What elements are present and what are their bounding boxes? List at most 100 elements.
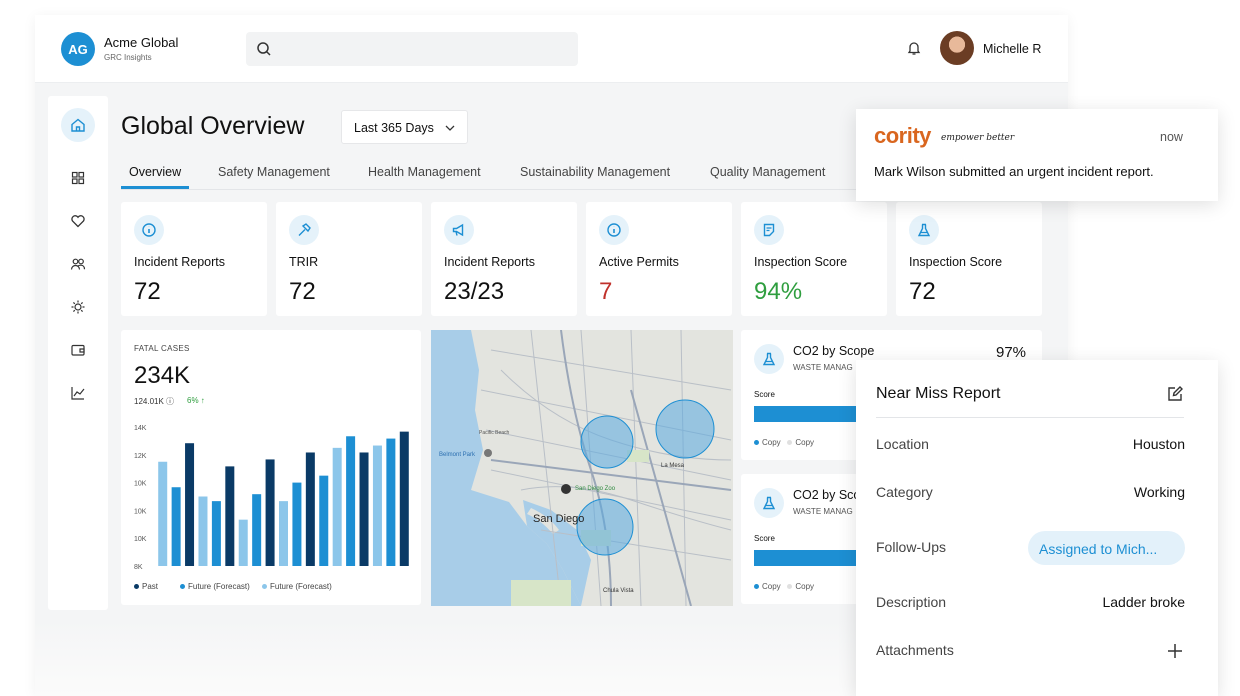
chart-bar[interactable] bbox=[346, 436, 356, 566]
card-legend: Copy Copy bbox=[754, 438, 814, 447]
tab-health-management[interactable]: Health Management bbox=[368, 165, 481, 179]
near-miss-report-panel: Near Miss Report Location Houston Catego… bbox=[856, 360, 1218, 696]
chart-bar[interactable] bbox=[211, 501, 221, 566]
search-icon bbox=[257, 42, 271, 56]
stat-label: Incident Reports bbox=[134, 255, 226, 269]
edit-icon[interactable] bbox=[1166, 385, 1184, 403]
top-bar: AG Acme Global GRC Insights Michelle R bbox=[35, 15, 1068, 83]
date-range-select[interactable]: Last 365 Days bbox=[341, 110, 468, 144]
tab-overview[interactable]: Overview bbox=[129, 165, 182, 179]
stat-value: 23/23 bbox=[444, 278, 505, 305]
hammer-icon bbox=[298, 223, 311, 236]
incident-map[interactable]: San Diego Belmont Park San Diego Zoo La … bbox=[431, 330, 733, 606]
notification-toast[interactable]: cority empower better now Mark Wilson su… bbox=[856, 109, 1218, 201]
chart-bar[interactable] bbox=[185, 443, 195, 566]
chart-title: FATAL CASES bbox=[134, 344, 190, 353]
map-label-belmont: Belmont Park bbox=[439, 452, 476, 458]
stat-card-trir[interactable]: TRIR 72 bbox=[276, 202, 422, 316]
stat-value: 72 bbox=[289, 278, 316, 305]
chart-bar[interactable] bbox=[386, 438, 396, 566]
wallet-icon[interactable] bbox=[70, 342, 86, 358]
map-label-city: San Diego bbox=[533, 513, 585, 525]
y-tick-label: 10K bbox=[134, 481, 147, 488]
followups-label: Follow-Ups bbox=[876, 539, 947, 555]
people-icon[interactable] bbox=[70, 256, 86, 272]
chart-subvalue: 124.01K ⓘ bbox=[134, 397, 175, 406]
fatal-cases-chart-panel: FATAL CASES 234K 124.01K ⓘ 6% ↑ 14K 12K 10… bbox=[121, 330, 421, 605]
description-label: Description bbox=[876, 594, 947, 610]
flask-icon bbox=[917, 223, 931, 237]
flask-icon bbox=[762, 352, 776, 366]
chevron-down-icon bbox=[445, 125, 455, 131]
legend-label: Future (Forecast) bbox=[270, 582, 332, 591]
co2-card-subtitle: WASTE MANAG bbox=[793, 363, 853, 372]
stat-label: Inspection Score bbox=[909, 255, 1003, 269]
sidebar bbox=[48, 96, 108, 610]
sidebar-item-home[interactable] bbox=[61, 108, 95, 142]
legend-swatch bbox=[180, 584, 185, 589]
user-avatar[interactable] bbox=[940, 31, 974, 65]
co2-card-subtitle: WASTE MANAG bbox=[793, 507, 853, 516]
co2-card-title: CO2 by Scope bbox=[793, 344, 875, 358]
chart-bar[interactable] bbox=[225, 466, 235, 566]
document-icon bbox=[763, 223, 775, 237]
followups-pill[interactable]: Assigned to Mich... bbox=[1028, 531, 1185, 565]
chart-headline: 234K bbox=[134, 362, 191, 389]
stat-card-inspection-score[interactable]: Inspection Score 94% bbox=[741, 202, 887, 316]
location-label: Location bbox=[876, 436, 929, 452]
stat-card-incident-reports-ratio[interactable]: Incident Reports 23/23 bbox=[431, 202, 577, 316]
chart-change: 6% ↑ bbox=[187, 396, 205, 405]
stat-card-inspection-score-2[interactable]: Inspection Score 72 bbox=[896, 202, 1042, 316]
co2-card-percent: 97% bbox=[996, 344, 1027, 361]
stat-card-incident-reports[interactable]: Incident Reports 72 bbox=[121, 202, 267, 316]
chart-bar[interactable] bbox=[332, 447, 342, 566]
tab-sustainability-management[interactable]: Sustainability Management bbox=[520, 165, 671, 179]
bar-chart: 14K 12K 10K 10K 10K 8K Past Future (Forecast) Fu… bbox=[134, 425, 409, 591]
plus-icon[interactable] bbox=[1166, 642, 1184, 660]
chart-bar[interactable] bbox=[238, 519, 248, 566]
megaphone-icon bbox=[452, 223, 464, 237]
attachments-label: Attachments bbox=[876, 642, 954, 658]
y-tick-label: 14K bbox=[134, 425, 147, 432]
search-input[interactable] bbox=[246, 32, 578, 66]
tab-quality-management[interactable]: Quality Management bbox=[710, 165, 826, 179]
tab-safety-management[interactable]: Safety Management bbox=[218, 165, 330, 179]
description-value[interactable]: Ladder broke bbox=[1102, 594, 1185, 610]
chart-bar[interactable] bbox=[252, 494, 262, 566]
chart-bar[interactable] bbox=[198, 496, 208, 567]
report-title: Near Miss Report bbox=[876, 385, 1001, 402]
chart-bar[interactable] bbox=[292, 482, 302, 566]
stat-value: 7 bbox=[599, 278, 613, 305]
legend-swatch bbox=[134, 584, 139, 589]
home-icon bbox=[71, 118, 85, 132]
active-tab-indicator bbox=[121, 186, 189, 189]
chart-bar[interactable] bbox=[305, 452, 315, 566]
chart-bar[interactable] bbox=[319, 475, 329, 566]
card-legend: Copy Copy bbox=[754, 582, 814, 591]
info-icon bbox=[607, 223, 621, 237]
org-avatar[interactable]: AG bbox=[61, 32, 95, 66]
chart-bar[interactable] bbox=[279, 501, 288, 566]
heart-icon[interactable] bbox=[70, 213, 86, 229]
chart-bar[interactable] bbox=[372, 445, 382, 566]
notification-time: now bbox=[1160, 130, 1183, 144]
cority-tagline: empower better bbox=[941, 133, 1015, 143]
sun-icon[interactable] bbox=[70, 299, 86, 315]
grid-icon[interactable] bbox=[70, 170, 86, 186]
chart-bar[interactable] bbox=[171, 487, 181, 566]
chart-bar[interactable] bbox=[399, 431, 409, 566]
org-name: Acme Global bbox=[104, 35, 179, 50]
flask-icon bbox=[762, 496, 776, 510]
category-value[interactable]: Working bbox=[1133, 484, 1185, 500]
chart-icon[interactable] bbox=[70, 385, 86, 401]
chart-bar[interactable] bbox=[265, 459, 275, 566]
y-tick-label: 12K bbox=[134, 453, 147, 460]
chart-bar[interactable] bbox=[158, 461, 168, 566]
bell-icon[interactable] bbox=[906, 40, 922, 56]
user-name[interactable]: Michelle R bbox=[983, 42, 1042, 56]
date-range-label: Last 365 Days bbox=[354, 121, 434, 135]
stat-card-active-permits[interactable]: Active Permits 7 bbox=[586, 202, 732, 316]
stat-label: Inspection Score bbox=[754, 255, 848, 269]
chart-bar[interactable] bbox=[359, 452, 369, 566]
location-value[interactable]: Houston bbox=[1132, 436, 1185, 452]
